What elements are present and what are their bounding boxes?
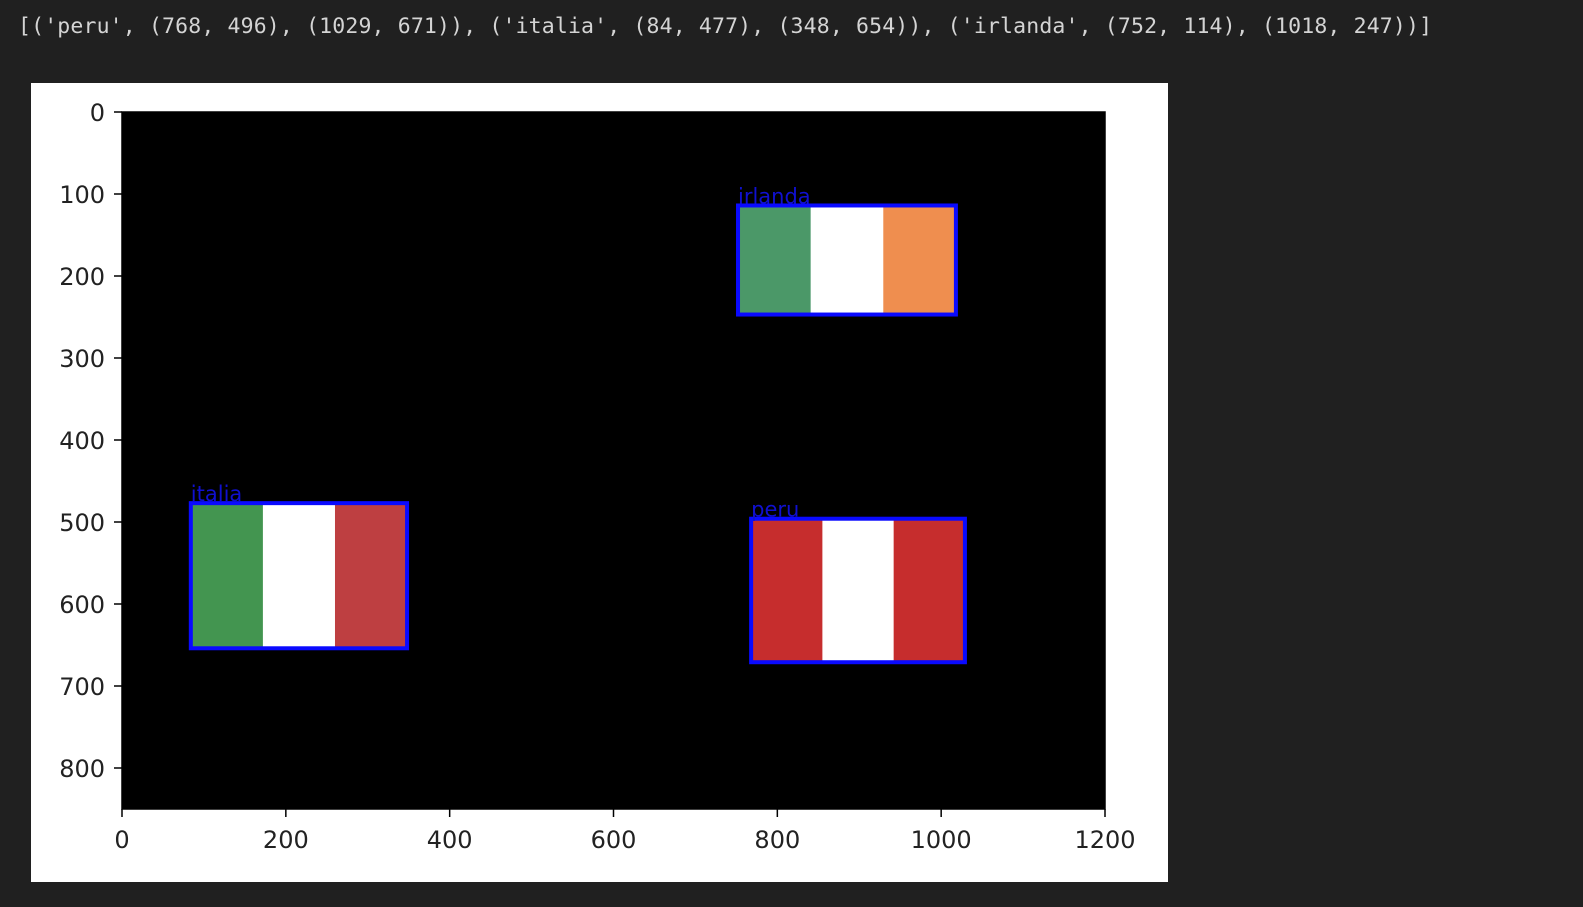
detection-peru: peru <box>749 498 967 665</box>
y-tick-label: 600 <box>59 591 105 619</box>
flag-stripe <box>822 518 895 663</box>
y-tick-label: 300 <box>59 345 105 373</box>
flag-stripe <box>883 205 957 315</box>
flag-stripe <box>810 205 884 315</box>
x-tick-label: 0 <box>114 826 129 854</box>
detection-irlanda: irlanda <box>736 184 958 317</box>
detection-italia: italia <box>188 482 410 651</box>
y-tick-label: 0 <box>90 99 105 127</box>
axes-frame <box>121 111 1106 810</box>
bounding-box <box>188 501 410 651</box>
box-label: italia <box>191 482 242 506</box>
y-tick-label: 700 <box>59 673 105 701</box>
x-tick-label: 1200 <box>1074 826 1135 854</box>
y-tick-label: 400 <box>59 427 105 455</box>
flag-stripe <box>262 503 336 649</box>
y-axis: 0 100 200 300 400 500 600 700 800 <box>59 99 122 783</box>
flag-stripe <box>751 518 823 663</box>
y-tick-label: 500 <box>59 509 105 537</box>
box-label: peru <box>751 498 799 522</box>
bounding-box <box>736 203 958 317</box>
x-tick-label: 1000 <box>911 826 972 854</box>
x-tick-label: 600 <box>591 826 637 854</box>
y-tick-label: 800 <box>59 755 105 783</box>
x-tick-label: 400 <box>427 826 473 854</box>
x-tick-label: 800 <box>754 826 800 854</box>
flag-stripe <box>893 518 966 663</box>
x-axis: 0 200 400 600 800 1000 1200 <box>114 809 1136 854</box>
plot-figure: peru italia irlanda 0 200 400 600 800 1000 1200 … <box>31 83 1168 882</box>
x-tick-label: 200 <box>263 826 309 854</box>
flag-stripe <box>190 503 264 649</box>
y-tick-label: 200 <box>59 263 105 291</box>
box-label: irlanda <box>738 184 811 208</box>
flag-stripe <box>738 205 812 315</box>
bounding-box <box>749 516 967 665</box>
flag-stripe <box>334 503 408 649</box>
cell-output-text: [('peru', (768, 496), (1029, 671)), ('it… <box>18 14 1433 39</box>
y-tick-label: 100 <box>59 181 105 209</box>
flags-layer: peru italia irlanda <box>188 184 967 665</box>
